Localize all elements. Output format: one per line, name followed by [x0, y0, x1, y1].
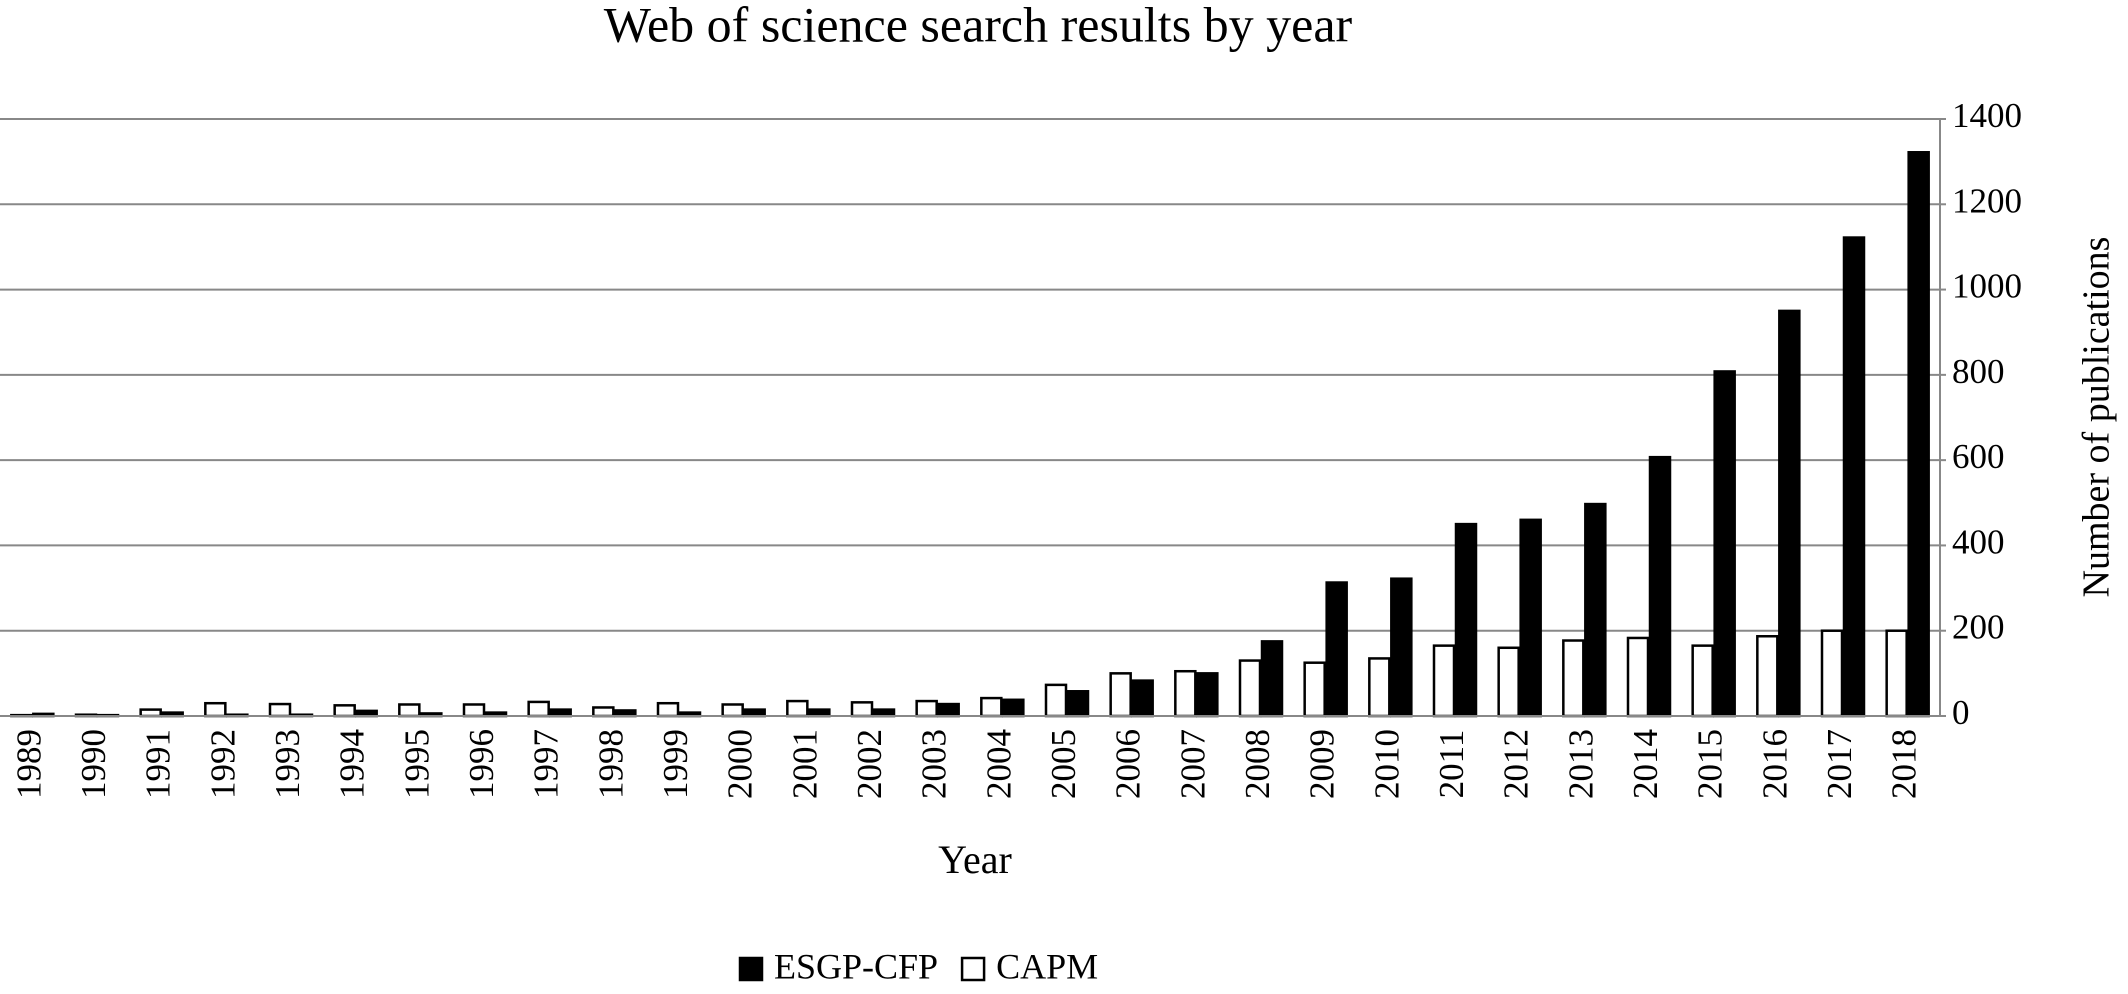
x-tick-label: 1997 [527, 729, 566, 799]
x-tick-label: 1995 [397, 729, 436, 799]
x-tick-label: 2008 [1238, 729, 1277, 799]
x-tick-label: 1996 [462, 729, 501, 799]
x-tick-label: 2012 [1497, 729, 1536, 799]
y-tick-label: 800 [1952, 352, 2005, 391]
bar [1626, 636, 1650, 718]
bar [656, 701, 680, 718]
bar [1002, 698, 1025, 718]
x-tick-label: 2016 [1755, 729, 1794, 799]
x-tick-label: 2004 [979, 729, 1018, 799]
x-tick-label: 1998 [591, 729, 630, 799]
x-tick-label: 1999 [656, 729, 695, 799]
legend-label: ESGP-CFP [774, 946, 938, 986]
bar [915, 699, 938, 718]
x-tick-label: 2007 [1173, 729, 1212, 799]
bar [937, 702, 960, 718]
bar [1756, 635, 1779, 718]
bar [1196, 672, 1219, 718]
bar [1260, 640, 1284, 718]
chart-title: Web of science search results by year [604, 0, 1353, 52]
bar [1519, 518, 1542, 718]
bar [204, 701, 227, 718]
bar [268, 702, 292, 718]
x-tick-label: 2005 [1044, 729, 1083, 799]
bar [721, 703, 744, 718]
bar [1325, 581, 1348, 718]
legend-swatch [960, 956, 986, 982]
x-tick-label: 2015 [1691, 729, 1730, 799]
x-tick-label: 2014 [1626, 729, 1665, 799]
bar [1238, 659, 1262, 718]
bar [1907, 151, 1930, 718]
x-tick-label: 1989 [9, 729, 48, 799]
x-tick-label: 1992 [203, 729, 242, 799]
bar [1584, 502, 1607, 718]
bar [1497, 646, 1520, 718]
bar [1131, 679, 1154, 718]
x-tick-label: 1990 [74, 729, 113, 799]
x-tick-label: 2010 [1367, 729, 1406, 799]
bar [1713, 370, 1736, 718]
x-axis-title: Year [938, 837, 1012, 882]
bar [980, 696, 1003, 718]
x-tick-label: 2011 [1432, 730, 1471, 799]
x-tick-label: 2017 [1820, 729, 1859, 799]
bar [1066, 690, 1090, 718]
bar [1303, 661, 1326, 718]
bar [1044, 683, 1068, 718]
x-tick-label: 2000 [721, 729, 760, 799]
bar [527, 700, 550, 718]
x-tick-label: 2001 [785, 729, 824, 799]
bar [1842, 236, 1866, 718]
x-tick-label: 2002 [850, 729, 889, 799]
y-tick-label: 1000 [1952, 267, 2022, 306]
y-tick-label: 1200 [1952, 181, 2022, 220]
bar [398, 703, 421, 718]
bar [1454, 522, 1478, 718]
x-tick-label: 2009 [1303, 729, 1342, 799]
bar [1174, 669, 1197, 718]
bar [1885, 629, 1908, 718]
legend-label: CAPM [996, 946, 1098, 986]
bar [462, 703, 486, 718]
bar [1778, 309, 1801, 718]
x-tick-label: 2018 [1885, 729, 1924, 799]
bar [1820, 629, 1844, 718]
bar [1368, 657, 1391, 718]
y-tick-label: 400 [1952, 522, 2005, 561]
y-tick-label: 600 [1952, 437, 2005, 476]
bar [1109, 672, 1132, 718]
y-tick-label: 200 [1952, 608, 2005, 647]
bar [1562, 639, 1585, 718]
x-tick-label: 1994 [333, 729, 372, 799]
y-tick-label: 0 [1952, 693, 1970, 732]
bar [1390, 577, 1413, 718]
x-tick-label: 2013 [1561, 729, 1600, 799]
bar [592, 706, 615, 718]
bar [1432, 644, 1456, 718]
x-tick-label: 2003 [915, 729, 954, 799]
bar [786, 699, 809, 718]
x-tick-label: 1991 [139, 729, 178, 799]
bar [1648, 455, 1672, 718]
bar [333, 704, 356, 718]
x-tick-label: 2006 [1109, 729, 1148, 799]
bar [850, 701, 874, 718]
legend-swatch [738, 956, 764, 982]
x-tick-label: 1993 [268, 729, 307, 799]
bar [1691, 644, 1714, 718]
y-axis-title: Number of publications [2076, 237, 2118, 598]
y-tick-label: 1400 [1952, 96, 2022, 135]
